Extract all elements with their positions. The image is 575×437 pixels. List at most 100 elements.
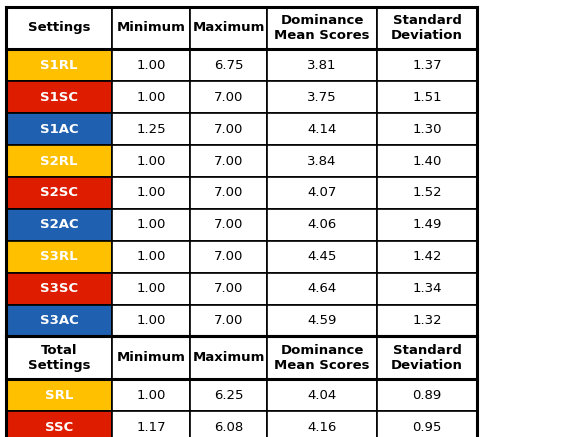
Bar <box>190 411 267 437</box>
Bar <box>6 273 112 305</box>
Text: 7.00: 7.00 <box>214 187 243 199</box>
Bar <box>377 379 477 411</box>
Text: S2SC: S2SC <box>40 187 78 199</box>
Text: 1.30: 1.30 <box>412 123 442 135</box>
Bar <box>6 81 112 113</box>
Text: 4.06: 4.06 <box>308 218 336 231</box>
Bar <box>6 209 112 241</box>
Bar <box>6 241 112 273</box>
Bar <box>190 241 267 273</box>
Bar <box>267 241 377 273</box>
Bar <box>190 305 267 336</box>
Bar <box>267 209 377 241</box>
Text: 1.00: 1.00 <box>136 187 166 199</box>
Text: Dominance
Mean Scores: Dominance Mean Scores <box>274 14 370 42</box>
Bar <box>6 177 112 209</box>
Text: 6.08: 6.08 <box>214 421 243 434</box>
Bar <box>112 305 190 336</box>
Bar <box>112 209 190 241</box>
Text: S3RL: S3RL <box>40 250 78 263</box>
Bar <box>112 113 190 145</box>
Text: 3.84: 3.84 <box>307 155 337 167</box>
Text: 0.89: 0.89 <box>412 389 442 402</box>
Bar <box>6 336 112 379</box>
Text: 1.51: 1.51 <box>412 91 442 104</box>
Bar <box>377 273 477 305</box>
Text: S3AC: S3AC <box>40 314 78 327</box>
Bar <box>6 113 112 145</box>
Text: 4.04: 4.04 <box>308 389 336 402</box>
Text: 1.00: 1.00 <box>136 250 166 263</box>
Bar <box>112 379 190 411</box>
Bar <box>267 379 377 411</box>
Text: 7.00: 7.00 <box>214 91 243 104</box>
Text: S1AC: S1AC <box>40 123 78 135</box>
Bar <box>377 411 477 437</box>
Bar <box>190 49 267 81</box>
Text: 3.81: 3.81 <box>307 59 337 72</box>
Text: 1.00: 1.00 <box>136 389 166 402</box>
Text: S2AC: S2AC <box>40 218 78 231</box>
Bar <box>377 241 477 273</box>
Bar <box>190 81 267 113</box>
Text: Total
Settings: Total Settings <box>28 344 90 372</box>
Bar <box>190 113 267 145</box>
Bar <box>377 145 477 177</box>
Text: 6.25: 6.25 <box>214 389 243 402</box>
Text: S3SC: S3SC <box>40 282 78 295</box>
Bar <box>190 177 267 209</box>
Text: Minimum: Minimum <box>117 21 185 35</box>
Text: Maximum: Maximum <box>193 21 264 35</box>
Text: 1.17: 1.17 <box>136 421 166 434</box>
Text: 1.52: 1.52 <box>412 187 442 199</box>
Bar <box>112 145 190 177</box>
Bar <box>377 49 477 81</box>
Bar <box>377 177 477 209</box>
Bar <box>190 336 267 379</box>
Text: 6.75: 6.75 <box>214 59 243 72</box>
Text: SRL: SRL <box>45 389 73 402</box>
Text: Dominance
Mean Scores: Dominance Mean Scores <box>274 344 370 372</box>
Text: 1.00: 1.00 <box>136 314 166 327</box>
Text: 7.00: 7.00 <box>214 314 243 327</box>
Text: 1.00: 1.00 <box>136 91 166 104</box>
Text: 0.95: 0.95 <box>412 421 442 434</box>
Bar <box>112 81 190 113</box>
Bar <box>6 49 112 81</box>
Bar <box>112 336 190 379</box>
Text: 4.64: 4.64 <box>308 282 336 295</box>
Bar <box>267 411 377 437</box>
Text: 1.00: 1.00 <box>136 218 166 231</box>
Text: Minimum: Minimum <box>117 351 185 364</box>
Text: 1.34: 1.34 <box>412 282 442 295</box>
Text: 1.25: 1.25 <box>136 123 166 135</box>
Bar <box>112 7 190 49</box>
Text: 4.45: 4.45 <box>307 250 337 263</box>
Bar <box>377 305 477 336</box>
Text: S1SC: S1SC <box>40 91 78 104</box>
Bar <box>6 379 112 411</box>
Text: 7.00: 7.00 <box>214 123 243 135</box>
Bar <box>267 49 377 81</box>
Bar <box>267 7 377 49</box>
Bar <box>377 113 477 145</box>
Bar <box>377 209 477 241</box>
Bar <box>6 145 112 177</box>
Text: Standard
Deviation: Standard Deviation <box>391 14 463 42</box>
Text: 1.37: 1.37 <box>412 59 442 72</box>
Bar <box>267 273 377 305</box>
Text: 1.42: 1.42 <box>412 250 442 263</box>
Text: 4.59: 4.59 <box>307 314 337 327</box>
Text: 1.40: 1.40 <box>412 155 442 167</box>
Text: 7.00: 7.00 <box>214 250 243 263</box>
Bar <box>190 7 267 49</box>
Bar <box>6 7 112 49</box>
Text: 1.00: 1.00 <box>136 155 166 167</box>
Bar <box>190 145 267 177</box>
Bar <box>267 336 377 379</box>
Text: 7.00: 7.00 <box>214 155 243 167</box>
Text: 1.00: 1.00 <box>136 282 166 295</box>
Bar <box>190 209 267 241</box>
Text: 7.00: 7.00 <box>214 282 243 295</box>
Bar <box>190 273 267 305</box>
